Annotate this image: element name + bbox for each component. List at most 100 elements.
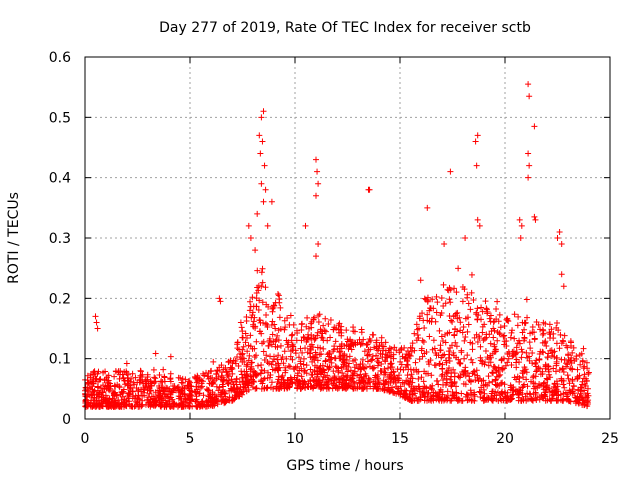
data-point — [244, 361, 251, 368]
data-point — [255, 306, 262, 313]
chart-title: Day 277 of 2019, Rate Of TEC Index for r… — [159, 20, 531, 36]
data-point — [502, 362, 509, 369]
data-point — [161, 374, 168, 381]
data-point — [258, 180, 265, 187]
data-point — [494, 381, 501, 388]
data-point — [471, 371, 478, 378]
data-point — [416, 313, 423, 320]
data-point — [491, 363, 498, 370]
data-point — [318, 351, 325, 358]
data-point — [268, 198, 275, 205]
data-point — [540, 319, 547, 326]
data-point — [91, 387, 98, 394]
data-point — [561, 356, 568, 363]
data-point — [234, 391, 241, 398]
data-point — [527, 391, 534, 398]
data-point — [164, 385, 171, 392]
data-point — [307, 346, 314, 353]
data-point — [240, 355, 247, 362]
data-point — [474, 316, 481, 323]
data-point — [411, 397, 418, 404]
data-point — [263, 352, 270, 359]
data-point — [499, 366, 506, 373]
data-point — [320, 322, 327, 329]
data-point — [431, 362, 438, 369]
data-point — [395, 385, 402, 392]
data-point — [86, 392, 93, 399]
data-point — [92, 376, 99, 383]
data-point — [569, 388, 576, 395]
data-point — [261, 375, 268, 382]
data-point — [343, 356, 350, 363]
data-point — [494, 389, 501, 396]
data-point — [242, 378, 249, 385]
x-tick-label: 25 — [601, 431, 619, 447]
data-point — [352, 339, 359, 346]
data-point — [129, 403, 136, 410]
data-point — [291, 374, 298, 381]
data-point — [126, 386, 133, 393]
data-point — [369, 353, 376, 360]
data-point — [193, 383, 200, 390]
data-point — [359, 385, 366, 392]
data-point — [91, 394, 98, 401]
data-point — [464, 328, 471, 335]
data-point — [574, 374, 581, 381]
data-point — [233, 375, 240, 382]
data-point — [468, 390, 475, 397]
data-point — [210, 358, 217, 365]
data-point — [338, 364, 345, 371]
data-point — [536, 351, 543, 358]
data-point — [556, 367, 563, 374]
data-point — [465, 321, 472, 328]
data-point — [531, 123, 538, 130]
data-point — [343, 341, 350, 348]
data-point — [90, 380, 97, 387]
data-point — [404, 358, 411, 365]
data-point — [341, 350, 348, 357]
data-point — [366, 376, 373, 383]
data-point — [331, 324, 338, 331]
data-point — [367, 346, 374, 353]
data-point — [151, 374, 158, 381]
data-point — [327, 356, 334, 363]
data-point — [256, 132, 263, 139]
data-point — [568, 357, 575, 364]
data-point — [200, 401, 207, 408]
data-point — [157, 402, 164, 409]
data-point — [486, 315, 493, 322]
data-point — [321, 381, 328, 388]
data-point — [95, 384, 102, 391]
data-point — [420, 339, 427, 346]
data-point — [296, 379, 303, 386]
data-point — [305, 325, 312, 332]
data-point — [87, 370, 94, 377]
data-point — [580, 365, 587, 372]
data-point — [307, 366, 314, 373]
data-point — [171, 400, 178, 407]
data-point — [274, 366, 281, 373]
data-point — [156, 392, 163, 399]
data-point — [253, 303, 260, 310]
data-point — [134, 395, 141, 402]
data-point — [357, 341, 364, 348]
data-point — [269, 318, 276, 325]
data-point — [490, 334, 497, 341]
data-point — [263, 385, 270, 392]
data-point — [504, 350, 511, 357]
data-point — [551, 348, 558, 355]
data-point — [262, 320, 269, 327]
data-point — [332, 363, 339, 370]
data-point — [477, 393, 484, 400]
data-point — [239, 378, 246, 385]
data-point — [418, 374, 425, 381]
data-point — [501, 332, 508, 339]
data-point — [432, 350, 439, 357]
data-point — [166, 395, 173, 402]
data-point — [458, 347, 465, 354]
data-point — [404, 347, 411, 354]
y-tick-label: 0.5 — [49, 110, 71, 126]
data-point — [338, 329, 345, 336]
y-tick-label: 0.1 — [49, 352, 71, 368]
